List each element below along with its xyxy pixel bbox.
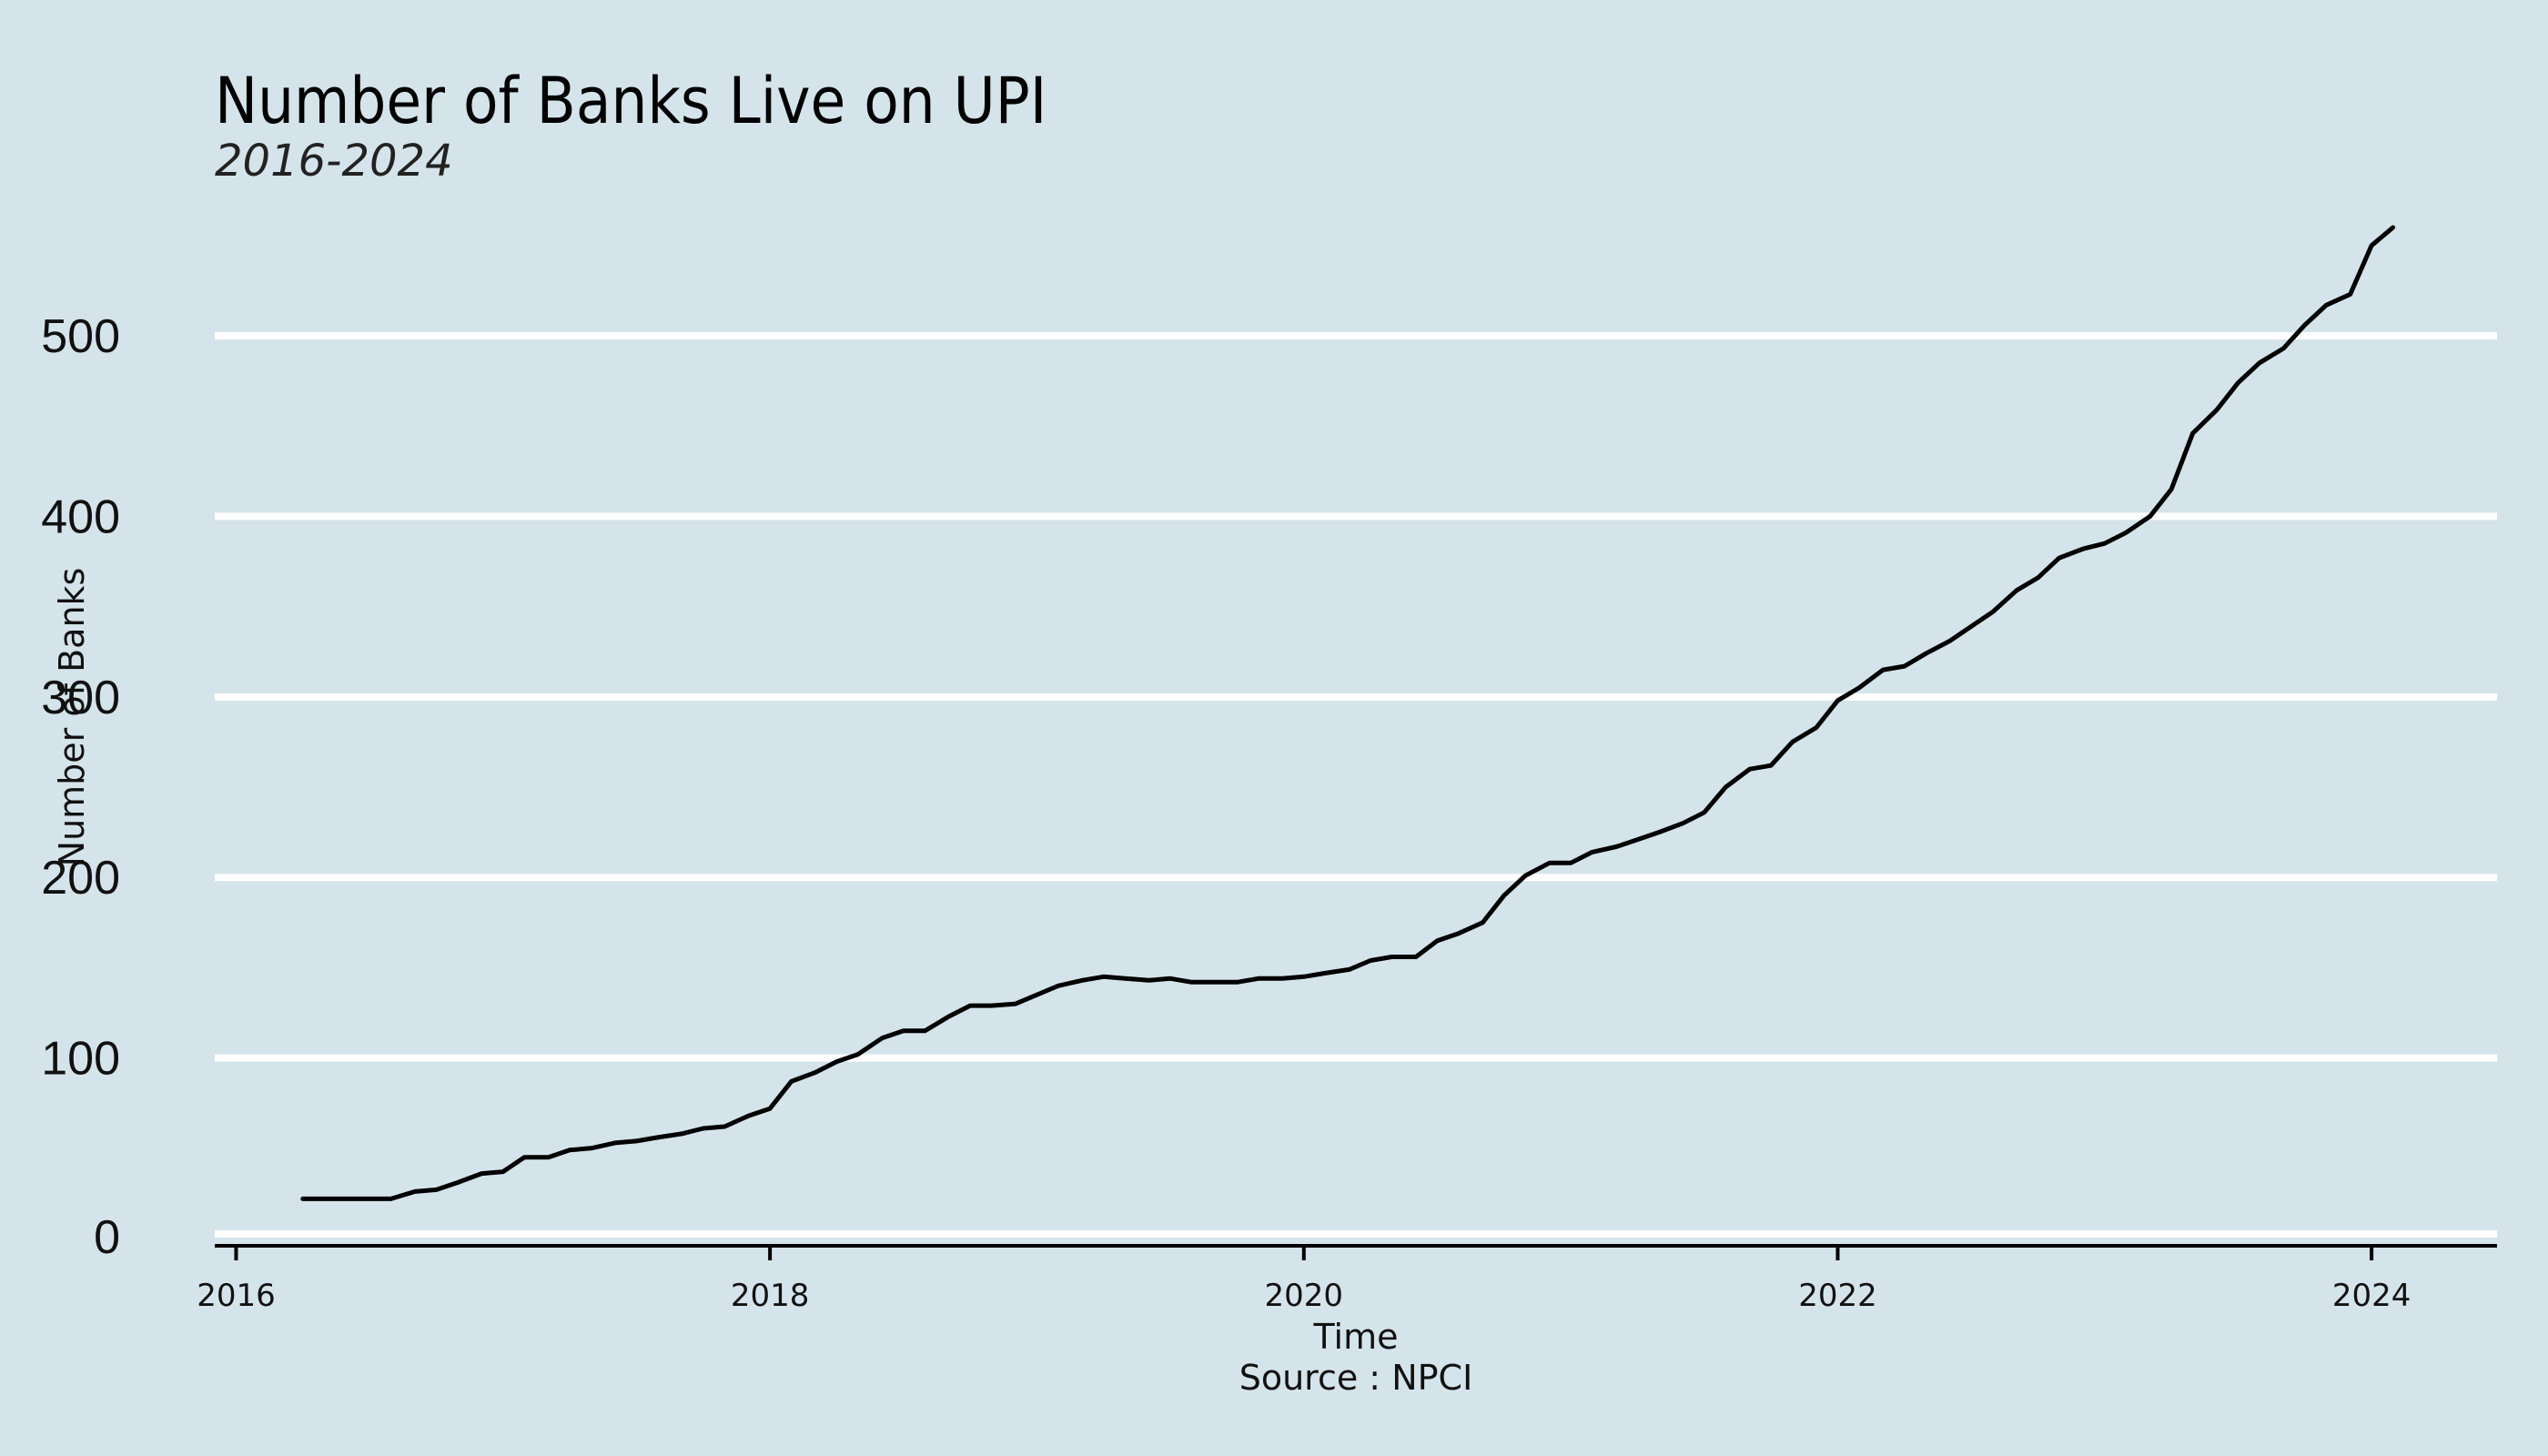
y-tick-label-200: 200 (41, 852, 120, 905)
y-tick-label-300: 300 (41, 672, 120, 724)
y-axis-title: Number of Banks (52, 568, 92, 867)
chart-title: Number of Banks Live on UPI (215, 64, 1046, 138)
x-tick-label-2024: 2024 (2332, 1278, 2412, 1314)
y-tick-label-500: 500 (41, 310, 120, 363)
chart-caption: Source : NPCI (1239, 1358, 1473, 1398)
y-axis-tick-labels: 0 100 200 300 400 500 (41, 310, 120, 1264)
x-axis-title: Time (1313, 1317, 1399, 1357)
y-tick-label-400: 400 (41, 490, 120, 543)
y-tick-label-0: 0 (94, 1211, 120, 1264)
series-layer (300, 225, 2396, 1201)
x-axis-tick-labels: 2016 2018 2020 2022 2024 (197, 1278, 2411, 1314)
y-tick-label-100: 100 (41, 1033, 120, 1086)
series-line-0 (300, 225, 2396, 1201)
x-tick-label-2018: 2018 (731, 1278, 810, 1314)
x-tick-label-2022: 2022 (1798, 1278, 1877, 1314)
chart-subtitle: 2016-2024 (215, 136, 453, 187)
gridlines (215, 332, 2497, 1238)
x-tick-label-2020: 2020 (1265, 1278, 1344, 1314)
x-tick-label-2016: 2016 (197, 1278, 276, 1314)
x-axis (215, 1244, 2497, 1260)
